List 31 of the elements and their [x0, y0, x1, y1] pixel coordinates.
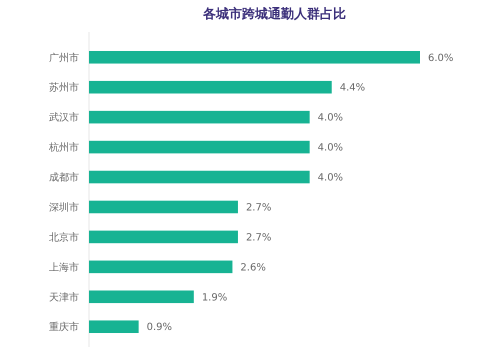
data-label: 2.7% [246, 202, 272, 214]
bar [89, 320, 139, 334]
data-label: 4.0% [318, 172, 344, 184]
bar [89, 140, 310, 154]
bar [89, 200, 238, 214]
y-tick-label: 北京市 [49, 231, 79, 244]
data-label: 2.6% [240, 262, 266, 274]
data-label: 4.0% [318, 142, 344, 154]
y-tick-label: 天津市 [49, 291, 79, 304]
bar [89, 290, 194, 304]
data-label: 0.9% [146, 322, 172, 334]
bar [89, 110, 310, 124]
y-tick-label: 广州市 [49, 52, 79, 64]
bar [89, 230, 238, 244]
y-tick-label: 苏州市 [49, 82, 79, 94]
chart-title: 各城市跨城通勤人群占比 [202, 6, 346, 22]
y-tick-label: 杭州市 [48, 142, 79, 154]
y-tick-label: 武汉市 [49, 112, 79, 124]
y-tick-label: 深圳市 [49, 201, 79, 214]
bar [89, 170, 310, 184]
bar [89, 260, 232, 274]
bar [89, 80, 332, 94]
y-tick-label: 成都市 [49, 172, 79, 184]
data-label: 6.0% [428, 52, 454, 64]
data-label: 4.0% [318, 112, 344, 124]
data-label: 2.7% [246, 232, 272, 244]
data-label: 4.4% [340, 82, 366, 94]
y-tick-label: 上海市 [49, 261, 79, 274]
bar [89, 50, 420, 64]
y-tick-label: 重庆市 [49, 321, 79, 334]
data-label: 1.9% [202, 292, 228, 304]
